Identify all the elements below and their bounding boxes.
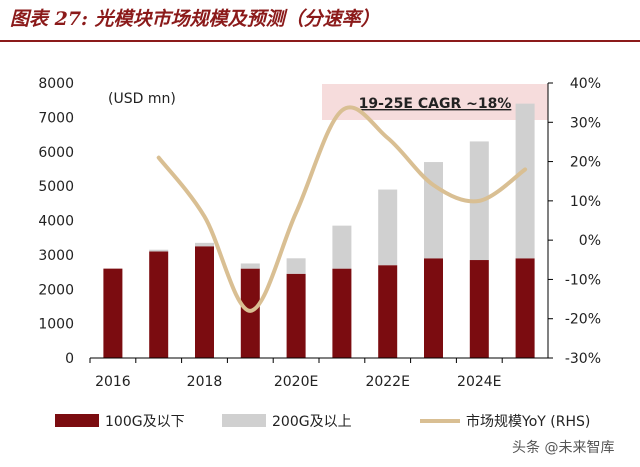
y-right-tick-label: 30% bbox=[570, 115, 601, 131]
y-right-tick-label: 40% bbox=[570, 76, 601, 92]
y-left-tick-label: 2000 bbox=[38, 282, 74, 298]
y-left-tick-label: 5000 bbox=[38, 179, 74, 195]
y-left-tick-label: 6000 bbox=[38, 145, 74, 161]
y-left-tick-label: 4000 bbox=[38, 214, 74, 230]
y-right-tick-label: 20% bbox=[570, 155, 601, 171]
y-right-tick-label: -10% bbox=[565, 272, 601, 288]
yoy-line bbox=[156, 105, 528, 313]
page-title: 图表 27: 光模块市场规模及预测（分速率） bbox=[10, 8, 380, 30]
y-left-tick-label: 0 bbox=[65, 351, 74, 367]
legend-label-200g: 200G及以上 bbox=[272, 414, 352, 430]
bar-200g-2021E bbox=[332, 225, 352, 269]
legend-label-100g: 100G及以下 bbox=[105, 414, 185, 430]
y-right-tick-label: 0% bbox=[579, 233, 601, 249]
x-tick-label: 2016 bbox=[95, 374, 131, 390]
y-right-tick-label: -20% bbox=[565, 312, 601, 328]
bar-100g-2025E bbox=[515, 258, 535, 358]
watermark-text: 头条 @未来智库 bbox=[512, 440, 615, 456]
x-tick-label: 2020E bbox=[274, 374, 318, 390]
bar-100g-2023E bbox=[424, 258, 443, 358]
bar-200g-2020E bbox=[286, 258, 306, 274]
bar-100g-2019 bbox=[240, 268, 260, 358]
unit-label: (USD mn) bbox=[108, 91, 176, 107]
title-divider bbox=[0, 40, 640, 42]
legend-swatch-200g bbox=[222, 414, 266, 427]
bar-100g-2017 bbox=[149, 251, 169, 358]
cagr-highlight-band bbox=[322, 84, 548, 120]
bar-100g-2021E bbox=[332, 268, 352, 358]
x-tick-label: 2024E bbox=[457, 374, 501, 390]
y-left-tick-label: 8000 bbox=[38, 76, 74, 92]
y-left-tick-label: 3000 bbox=[38, 248, 74, 264]
legend-label-yoy: 市场规模YoY (RHS) bbox=[466, 413, 590, 430]
bar-100g-2020E bbox=[286, 273, 306, 358]
x-tick-label: 2018 bbox=[187, 374, 223, 390]
bar-200g-2019 bbox=[240, 263, 260, 269]
y-left-tick-label: 1000 bbox=[38, 317, 74, 333]
bar-100g-2022E bbox=[378, 265, 398, 358]
y-left-tick-label: 7000 bbox=[38, 110, 74, 126]
bar-200g-2025E bbox=[515, 103, 535, 259]
legend-swatch-100g bbox=[55, 414, 99, 427]
bar-100g-2018 bbox=[195, 246, 214, 358]
cagr-annotation: 19-25E CAGR ~18% bbox=[359, 96, 512, 112]
y-right-tick-label: 10% bbox=[570, 194, 601, 210]
bar-200g-2022E bbox=[378, 189, 398, 266]
bar-200g-2018 bbox=[195, 242, 214, 247]
x-tick-label: 2022E bbox=[365, 374, 409, 390]
bar-200g-2017 bbox=[149, 249, 169, 252]
y-right-tick-label: -30% bbox=[565, 351, 601, 367]
bar-200g-2023E bbox=[424, 162, 443, 259]
bar-100g-2024E bbox=[469, 260, 489, 358]
bar-100g-2016 bbox=[103, 268, 123, 358]
